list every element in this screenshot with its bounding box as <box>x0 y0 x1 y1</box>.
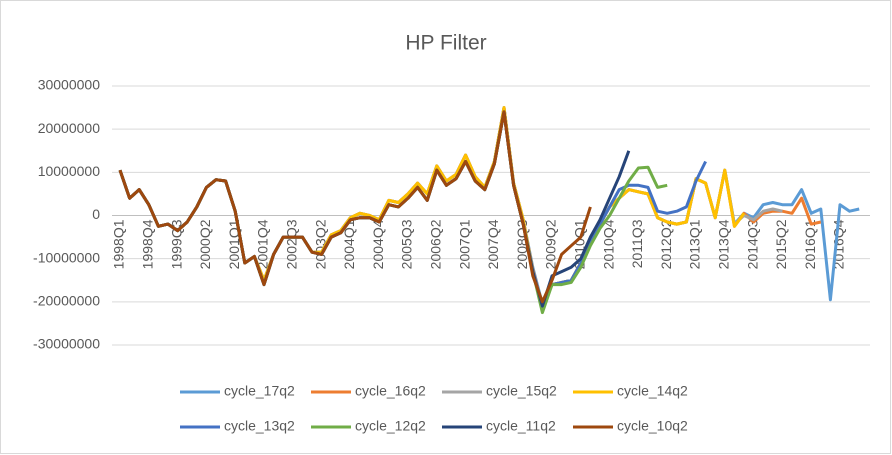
x-tick-label: 2013Q1 <box>687 219 703 269</box>
x-tick-label: 2005Q3 <box>399 219 415 269</box>
legend-label: cycle_17q2 <box>224 383 295 399</box>
x-tick-label: 2002Q3 <box>284 219 300 269</box>
x-tick-label: 2013Q4 <box>716 219 732 269</box>
x-tick-label: 2006Q2 <box>428 219 444 269</box>
x-tick-label: 2010Q4 <box>600 219 616 269</box>
x-tick-label: 2004Q1 <box>341 219 357 269</box>
x-tick-label: 1998Q1 <box>111 219 127 269</box>
legend-label: cycle_15q2 <box>486 383 557 399</box>
legend-label: cycle_16q2 <box>355 383 426 399</box>
x-tick-label: 2012Q2 <box>658 219 674 269</box>
x-tick-label: 2000Q2 <box>197 219 213 269</box>
chart-title: HP Filter <box>405 32 486 55</box>
series-line <box>118 110 592 304</box>
x-tick-label: 1998Q4 <box>140 219 156 269</box>
x-tick-label: 2015Q2 <box>773 219 789 269</box>
x-tick-label: 2007Q1 <box>456 219 472 269</box>
y-tick-label: -10000000 <box>33 249 100 265</box>
x-tick-label: 2001Q4 <box>255 219 271 269</box>
legend-label: cycle_10q2 <box>617 418 688 434</box>
legend-label: cycle_13q2 <box>224 418 295 434</box>
y-tick-label: 0 <box>92 206 100 222</box>
x-tick-label: 1999Q3 <box>168 219 184 269</box>
x-tick-label: 2016Q1 <box>802 219 818 269</box>
x-tick-label: 2004Q4 <box>370 219 386 269</box>
y-tick-label: -30000000 <box>33 336 100 352</box>
legend-label: cycle_12q2 <box>355 418 426 434</box>
x-tick-label: 2009Q2 <box>543 219 559 269</box>
y-tick-label: 20000000 <box>38 120 101 136</box>
x-tick-label: 2014Q3 <box>744 219 760 269</box>
y-tick-label: 10000000 <box>38 163 101 179</box>
y-tick-label: -20000000 <box>33 293 100 309</box>
y-tick-label: 30000000 <box>38 77 101 93</box>
x-tick-label: 2003Q2 <box>312 219 328 269</box>
x-tick-label: 2011Q3 <box>629 219 645 268</box>
x-tick-label: 2007Q4 <box>485 219 501 269</box>
legend-label: cycle_14q2 <box>617 383 688 399</box>
legend-label: cycle_11q2 <box>486 418 556 434</box>
